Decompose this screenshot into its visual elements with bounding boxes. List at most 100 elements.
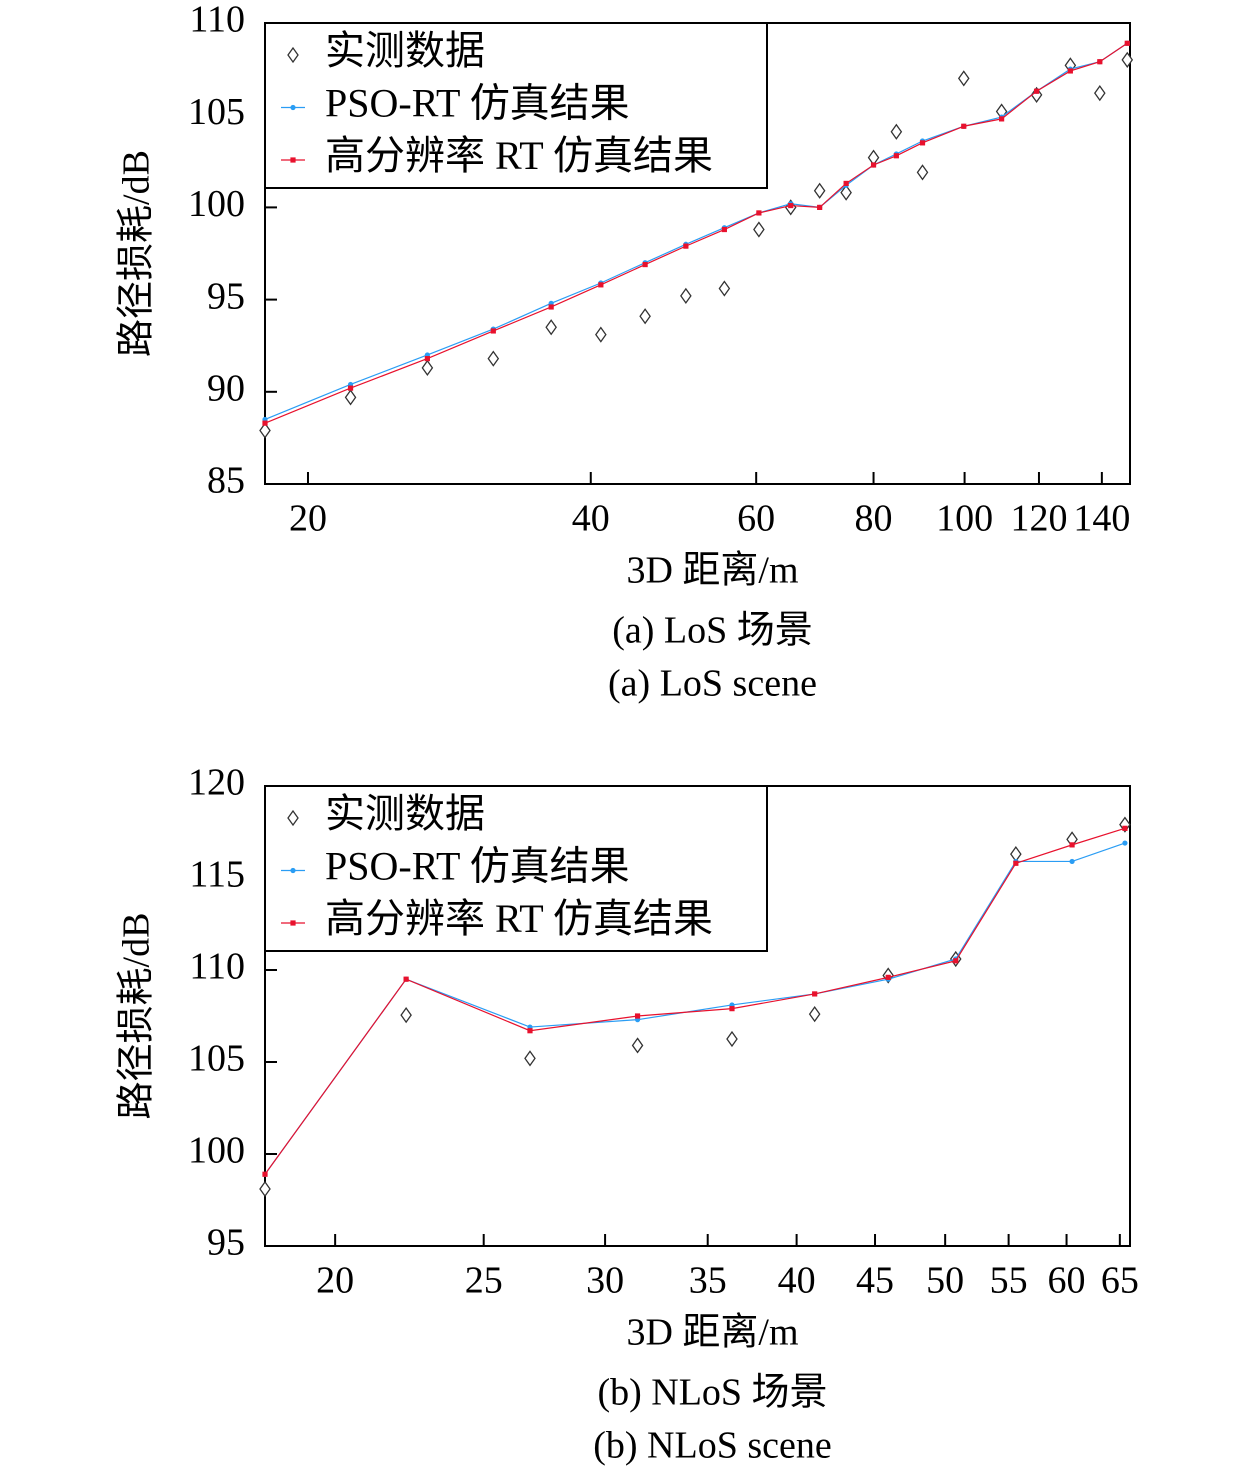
x-tick-label: 100 bbox=[936, 498, 993, 540]
marker bbox=[287, 46, 299, 64]
marker bbox=[290, 867, 296, 874]
marker bbox=[718, 280, 731, 297]
marker bbox=[639, 308, 651, 325]
y-tick-label: 105 bbox=[188, 1038, 245, 1080]
marker bbox=[870, 162, 877, 168]
y-tick-label: 105 bbox=[188, 91, 245, 133]
legend-label: 高分辨率 RT 仿真结果 bbox=[325, 133, 713, 178]
y-tick-label: 110 bbox=[189, 946, 245, 988]
marker bbox=[424, 356, 430, 362]
y-tick-label: 115 bbox=[189, 854, 245, 896]
marker bbox=[290, 104, 296, 111]
y-tick-label: 120 bbox=[188, 762, 245, 804]
marker bbox=[729, 1006, 735, 1012]
caption: (b) NLoS 场景 bbox=[597, 1372, 827, 1414]
marker bbox=[259, 422, 271, 439]
marker bbox=[262, 1171, 268, 1177]
marker bbox=[840, 184, 852, 201]
x-tick-label: 80 bbox=[855, 498, 893, 540]
x-axis-label: 3D 距离/m bbox=[626, 550, 798, 592]
x-tick-label: 25 bbox=[465, 1260, 503, 1302]
x-tick-label: 30 bbox=[586, 1260, 624, 1302]
x-tick-label: 120 bbox=[1010, 498, 1067, 540]
marker bbox=[595, 326, 607, 343]
series-line bbox=[264, 42, 1128, 424]
y-tick-label: 95 bbox=[207, 275, 245, 317]
marker bbox=[961, 123, 967, 129]
x-tick-label: 40 bbox=[572, 498, 610, 540]
marker bbox=[1122, 840, 1128, 846]
y-tick-label: 85 bbox=[207, 460, 245, 502]
marker bbox=[1122, 825, 1128, 831]
marker bbox=[916, 164, 929, 181]
marker bbox=[545, 319, 557, 336]
marker bbox=[957, 70, 970, 87]
marker bbox=[756, 210, 762, 216]
caption: (b) NLoS scene bbox=[593, 1425, 831, 1467]
marker bbox=[1121, 51, 1134, 68]
marker bbox=[890, 123, 903, 140]
marker bbox=[893, 153, 899, 159]
marker bbox=[953, 958, 959, 964]
marker bbox=[403, 976, 409, 982]
y-tick-label: 100 bbox=[188, 183, 245, 225]
legend-label: 实测数据 bbox=[325, 28, 485, 73]
x-tick-label: 60 bbox=[1048, 1260, 1086, 1302]
marker bbox=[634, 1013, 641, 1019]
marker bbox=[527, 1028, 533, 1034]
marker bbox=[344, 389, 357, 406]
marker bbox=[487, 350, 500, 367]
y-axis-label: 路径损耗/dB bbox=[116, 913, 158, 1120]
marker bbox=[1069, 858, 1075, 865]
y-tick-label: 100 bbox=[188, 1130, 245, 1172]
marker bbox=[788, 202, 794, 209]
marker bbox=[919, 140, 926, 146]
y-axis-label: 路径损耗/dB bbox=[116, 150, 158, 357]
marker bbox=[885, 974, 891, 980]
x-tick-label: 50 bbox=[926, 1260, 964, 1302]
marker bbox=[490, 328, 496, 334]
x-tick-label: 140 bbox=[1073, 498, 1130, 540]
x-tick-label: 45 bbox=[856, 1260, 894, 1302]
legend-label: PSO-RT 仿真结果 bbox=[325, 844, 630, 889]
x-tick-label: 60 bbox=[737, 498, 775, 540]
legend-label: 高分辨率 RT 仿真结果 bbox=[325, 896, 713, 941]
x-tick-label: 65 bbox=[1101, 1260, 1139, 1302]
marker bbox=[262, 420, 268, 426]
marker bbox=[290, 920, 296, 926]
x-tick-label: 20 bbox=[316, 1260, 354, 1302]
y-tick-label: 90 bbox=[207, 368, 245, 410]
x-tick-label: 55 bbox=[990, 1260, 1028, 1302]
marker bbox=[753, 221, 765, 238]
marker bbox=[1013, 860, 1019, 866]
marker bbox=[421, 359, 434, 376]
marker bbox=[1069, 842, 1075, 848]
marker bbox=[548, 304, 554, 310]
marker bbox=[721, 226, 727, 233]
marker bbox=[631, 1037, 644, 1054]
x-axis-label: 3D 距离/m bbox=[626, 1312, 798, 1354]
legend-box bbox=[264, 785, 768, 952]
legend-box bbox=[264, 22, 768, 189]
legend-label: 实测数据 bbox=[325, 791, 485, 836]
marker bbox=[259, 1180, 271, 1198]
marker bbox=[813, 182, 826, 199]
y-tick-label: 95 bbox=[207, 1222, 245, 1264]
marker bbox=[290, 157, 296, 163]
caption: (a) LoS 场景 bbox=[612, 610, 813, 652]
x-tick-label: 20 bbox=[289, 498, 327, 540]
marker bbox=[1067, 68, 1073, 74]
marker bbox=[726, 1030, 738, 1048]
series-line bbox=[264, 42, 1128, 421]
marker bbox=[812, 991, 818, 997]
marker bbox=[683, 243, 689, 249]
x-tick-label: 40 bbox=[778, 1260, 816, 1302]
marker bbox=[843, 180, 849, 187]
marker bbox=[642, 261, 648, 268]
marker bbox=[287, 809, 299, 827]
marker bbox=[598, 282, 604, 288]
marker bbox=[524, 1050, 536, 1067]
legend-label: PSO-RT 仿真结果 bbox=[325, 81, 630, 126]
marker bbox=[1097, 59, 1103, 65]
